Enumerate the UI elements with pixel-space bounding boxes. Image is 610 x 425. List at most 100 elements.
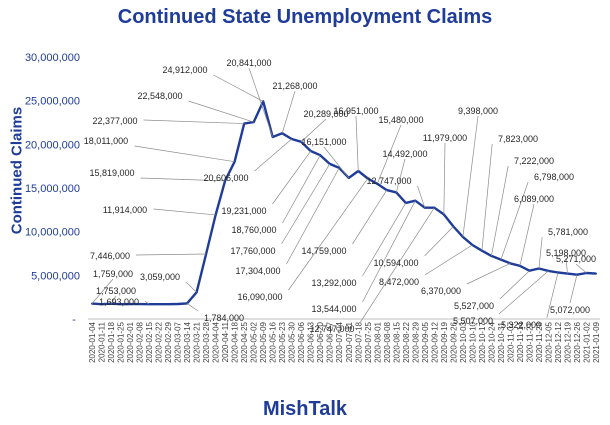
- data-label: 5,507,000: [453, 316, 493, 326]
- data-label: 7,222,000: [514, 156, 554, 166]
- x-tick-label: 2020-10-31: [497, 321, 506, 362]
- x-tick-label: 2020-01-25: [117, 321, 126, 362]
- x-tick-label: 2020-11-07: [506, 321, 515, 362]
- x-tick-label: 2020-02-29: [164, 321, 173, 362]
- data-label: 1,784,000: [204, 313, 244, 323]
- data-label: 19,231,000: [221, 206, 266, 216]
- x-tick-label: 2020-10-17: [478, 321, 487, 362]
- x-tick-label: 2020-05-30: [288, 321, 297, 362]
- y-tick-label: 5,000,000: [31, 270, 80, 282]
- data-label: 7,446,000: [90, 251, 130, 261]
- annotation-leader: [185, 281, 197, 293]
- x-tick-label: 2020-03-21: [193, 321, 202, 362]
- x-tick-label: 2020-10-03: [459, 321, 468, 362]
- x-tick-label: 2020-09-26: [449, 321, 458, 362]
- x-tick-label: 2020-04-25: [240, 321, 249, 362]
- x-tick-label: 2020-06-13: [307, 321, 316, 362]
- annotation-leader: [140, 177, 226, 182]
- y-tick-label: 20,000,000: [25, 139, 80, 151]
- annotation-leader: [272, 150, 312, 205]
- data-label: 5,781,000: [548, 227, 588, 237]
- annotation-leader: [376, 124, 402, 184]
- x-tick-label: 2020-09-19: [440, 321, 449, 362]
- x-tick-label: 2020-01-11: [98, 321, 107, 362]
- data-label: 17,760,000: [230, 246, 275, 256]
- data-label: 7,823,000: [498, 134, 538, 144]
- data-label: 14,759,000: [301, 246, 346, 256]
- data-label: 20,606,000: [203, 173, 248, 183]
- data-label: 17,304,000: [235, 266, 280, 276]
- annotation-leader: [362, 202, 407, 277]
- annotation-leader: [288, 178, 369, 291]
- y-tick-label: 15,000,000: [25, 183, 80, 195]
- x-tick-label: 2020-03-28: [202, 321, 211, 362]
- annotation-leader: [300, 118, 327, 143]
- annotation-leader: [91, 278, 114, 304]
- data-point: [595, 272, 597, 275]
- x-tick-label: 2020-11-14: [516, 321, 525, 362]
- data-label: 21,268,000: [272, 81, 317, 91]
- data-label: 18,760,000: [231, 225, 276, 235]
- annotation-leader: [352, 189, 388, 245]
- data-label: 22,548,000: [137, 91, 182, 101]
- x-tick-label: 2020-06-06: [297, 321, 306, 362]
- x-tick-label: 2020-12-19: [563, 321, 572, 362]
- x-tick-label: 2020-05-16: [269, 321, 278, 362]
- data-label: 11,914,000: [103, 205, 147, 215]
- x-tick-label: 2020-07-04: [335, 321, 344, 362]
- annotation-leader: [498, 270, 549, 315]
- x-tick-label: 2020-03-07: [174, 321, 183, 362]
- annotation-leader: [286, 167, 340, 265]
- data-label: 14,492,000: [382, 149, 427, 159]
- annotation-leader: [153, 208, 216, 216]
- annotation-leader: [395, 158, 406, 193]
- data-point: [176, 302, 179, 305]
- annotation-leader: [538, 236, 543, 269]
- annotation-leader: [569, 274, 578, 304]
- annotation-leader: [499, 270, 530, 300]
- y-tick-label: 10,000,000: [25, 227, 80, 239]
- x-tick-label: 2020-05-09: [259, 321, 268, 362]
- data-label: 1,753,000: [96, 286, 136, 296]
- data-label: 10,594,000: [373, 258, 418, 268]
- annotation-leader: [519, 203, 535, 266]
- x-tick-label: 2020-06-27: [326, 321, 335, 362]
- annotation-leader: [443, 142, 446, 215]
- annotation-leader: [424, 226, 454, 257]
- data-label: 6,370,000: [421, 286, 461, 296]
- x-axis-label: MishTalk: [262, 398, 348, 420]
- x-tick-label: 2020-08-29: [411, 321, 420, 362]
- annotation-leader: [500, 181, 529, 260]
- data-label: 5,271,000: [556, 254, 596, 264]
- x-tick-label: 2021-01-02: [582, 321, 591, 362]
- annotation-leader: [575, 263, 587, 274]
- data-label: 6,089,000: [514, 194, 554, 204]
- series-line: [91, 100, 597, 306]
- data-label: 5,198,000: [546, 248, 586, 258]
- annotation-leader: [213, 74, 264, 102]
- x-tick-label: 2020-03-14: [183, 321, 192, 362]
- annotation-leader: [466, 263, 511, 285]
- annotation-leader: [110, 295, 117, 304]
- x-tick-label: 2020-07-18: [354, 321, 363, 362]
- data-label: 11,979,000: [423, 133, 467, 143]
- data-label: 5,527,000: [454, 301, 494, 311]
- data-label: 15,480,000: [378, 115, 423, 125]
- x-tick-label: 2020-04-04: [212, 321, 221, 362]
- data-label: 12,747,000: [366, 176, 411, 186]
- x-tick-label: 2020-08-15: [392, 321, 401, 362]
- data-label: 5,072,000: [550, 305, 590, 315]
- x-tick-label: 2020-10-10: [468, 321, 477, 362]
- data-label: 8,472,000: [379, 277, 419, 287]
- x-tick-label: 2020-04-11: [221, 321, 230, 362]
- x-tick-label: 2020-12-12: [554, 321, 563, 362]
- annotation-leader: [281, 90, 296, 134]
- annotation-leader: [143, 119, 245, 124]
- data-point: [129, 303, 132, 306]
- data-point: [138, 303, 141, 306]
- x-tick-label: 2020-07-11: [345, 321, 354, 362]
- x-tick-label: 2020-11-28: [535, 321, 544, 362]
- annotation-leader: [248, 67, 274, 138]
- x-tick-label: 2020-01-18: [107, 321, 116, 362]
